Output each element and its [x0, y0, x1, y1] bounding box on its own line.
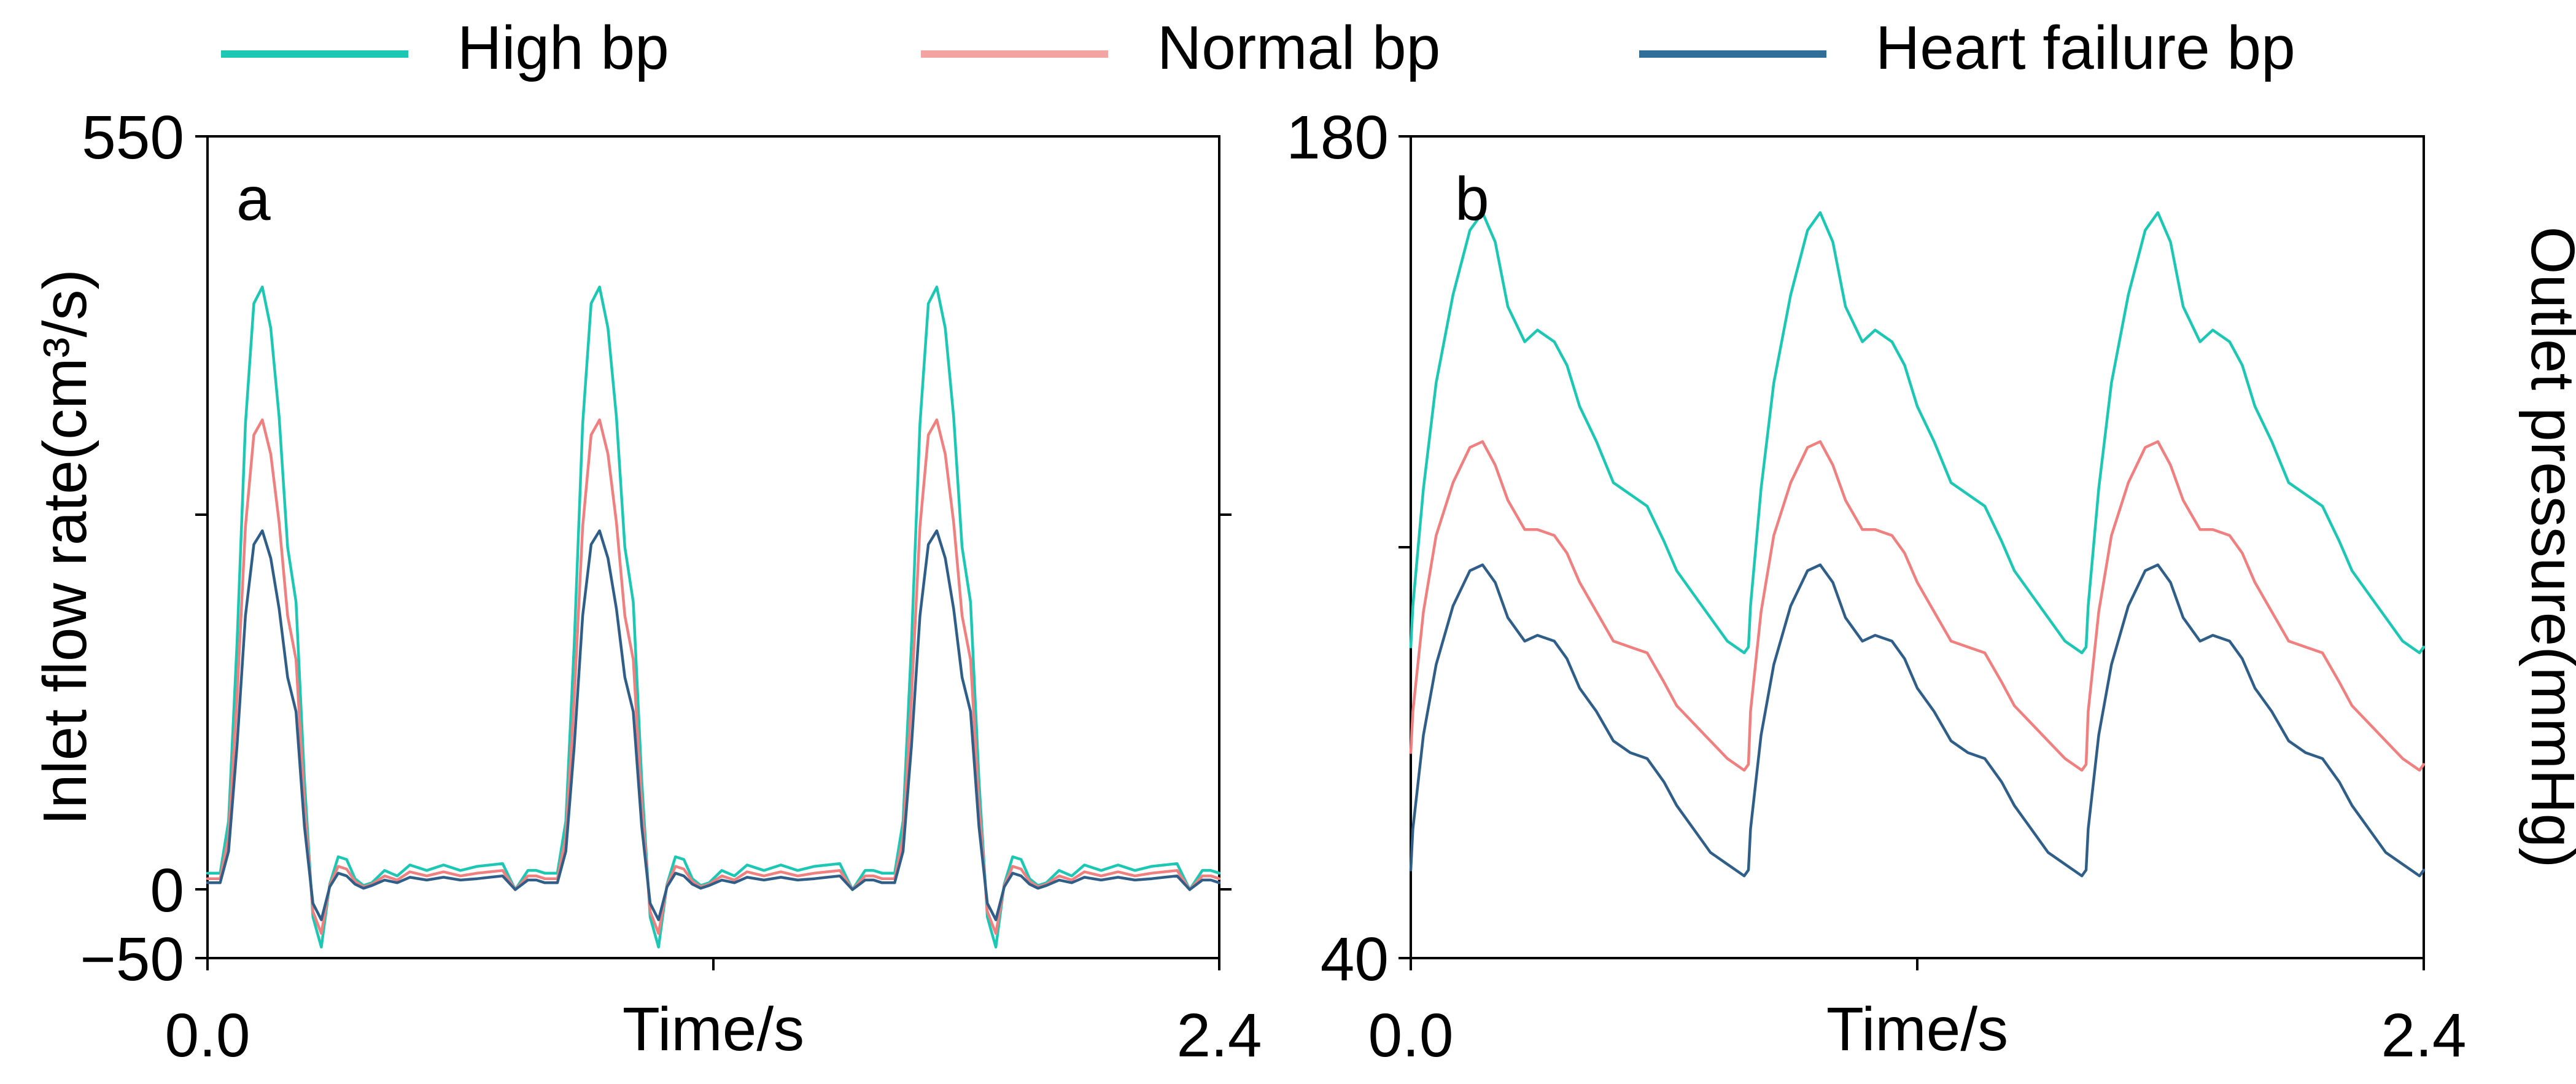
panel-b-line-normal-bp: [1409, 440, 2426, 772]
panel-b-xlabel: Time/s: [1826, 995, 2008, 1064]
legend: High bp Normal bp Heart failure bp: [221, 14, 2295, 82]
legend-item-heart-failure-bp: Heart failure bp: [1639, 14, 2295, 82]
panel-a-line-normal-bp: [206, 418, 1221, 935]
panel-a-ylabel: Inlet flow rate(cm³/s): [31, 269, 99, 825]
legend-label-normal-bp: Normal bp: [1157, 14, 1440, 82]
legend-item-high-bp: High bp: [221, 14, 669, 82]
panel-a-xtick-label-end: 2.4: [1176, 1001, 1262, 1070]
panel-b-label: b: [1455, 165, 1489, 233]
panel-b-ytick-label-40: 40: [1321, 925, 1389, 994]
panel-b: b 180 40 0.0 2.4 Time/s Outlet pressure(…: [1286, 103, 2576, 1070]
panel-a-xlabel: Time/s: [623, 995, 804, 1064]
panel-a-line-high-bp: [206, 286, 1221, 949]
panel-a-line-heart-failure-bp: [206, 529, 1221, 921]
legend-label-heart-failure-bp: Heart failure bp: [1876, 14, 2295, 82]
panel-a-xtick-label-start: 0.0: [165, 1001, 250, 1070]
panel-a-ytick-label-550: 550: [82, 103, 184, 172]
panel-b-series-group: [1409, 211, 2426, 878]
panel-b-line-high-bp: [1409, 211, 2426, 655]
panel-b-line-heart-failure-bp: [1409, 563, 2426, 878]
panel-a: a 550 0 −50 0.0 2.4 Time/s Inlet flow ra…: [31, 103, 1262, 1070]
panel-b-xtick-label-start: 0.0: [1368, 1001, 1453, 1070]
panel-b-xtick-label-end: 2.4: [2381, 1001, 2466, 1070]
panel-a-label: a: [236, 165, 271, 233]
panel-b-ytick-label-180: 180: [1286, 103, 1389, 172]
panel-a-ytick-label-0: 0: [150, 856, 184, 925]
legend-label-high-bp: High bp: [457, 14, 669, 82]
panel-a-frame: [206, 135, 1220, 959]
panel-b-ylabel: Outlet pressure(mmHg): [2518, 227, 2576, 868]
legend-item-normal-bp: Normal bp: [921, 14, 1440, 82]
panel-a-series-group: [206, 286, 1221, 949]
panel-a-ytick-label-neg50: −50: [80, 925, 184, 994]
